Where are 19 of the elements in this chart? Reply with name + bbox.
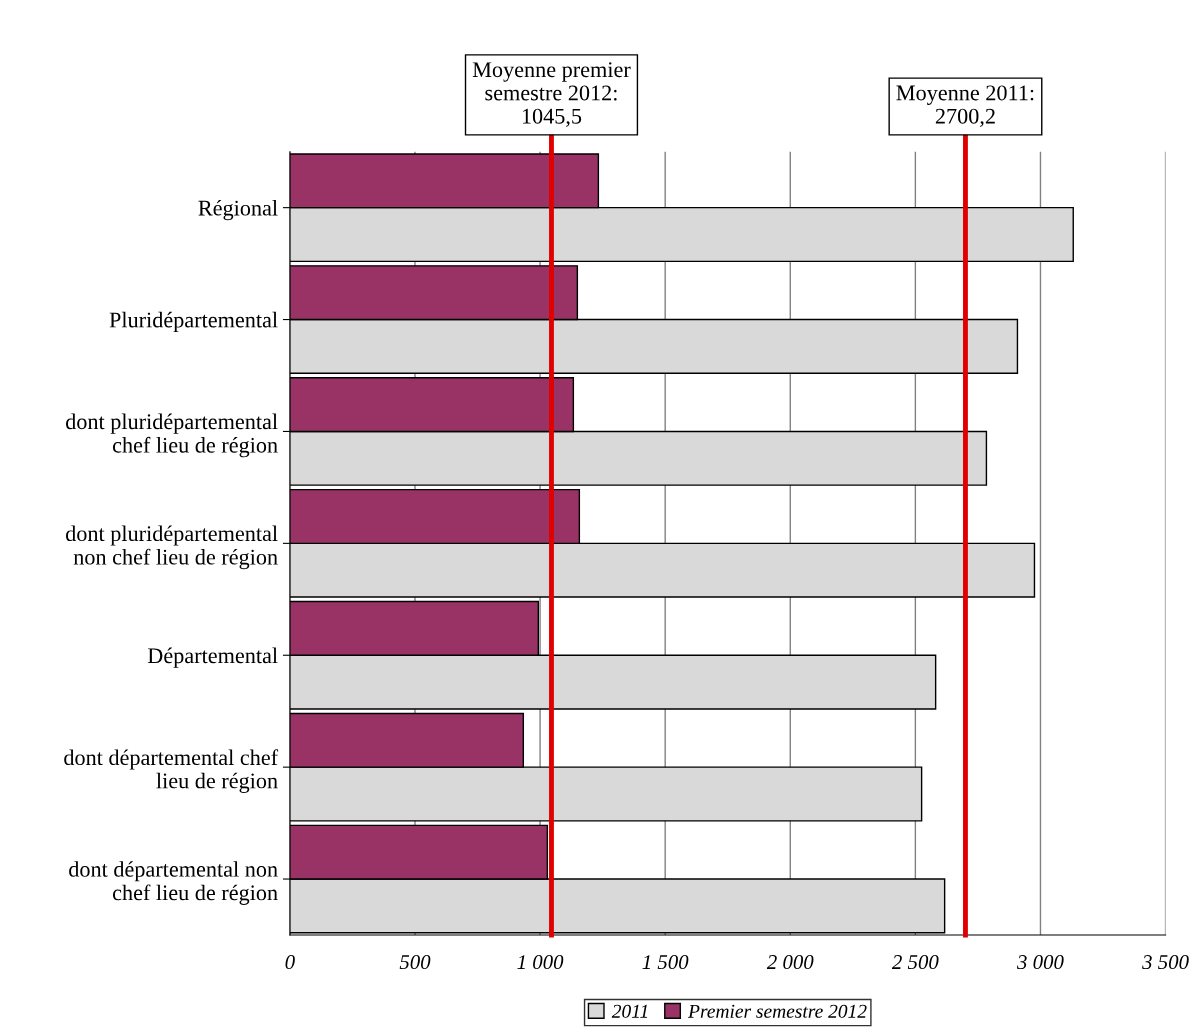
x-tick-label: 2 500 <box>891 955 939 970</box>
x-tick-label: 500 <box>399 955 431 970</box>
legend-label: Premier semestre 2012 <box>688 1004 867 1018</box>
x-tick-label: 3 500 <box>1142 955 1189 970</box>
ref-line-label: Moyenne premier semestre 2012: 1045,5 <box>472 62 631 127</box>
x-tick-label: 0 <box>285 955 295 970</box>
y-tick-label: dont pluridépartemental chef lieu de région <box>66 413 278 458</box>
ref-line-label: Moyenne 2011: 2700,2 <box>896 85 1034 127</box>
x-tick-label: 1 500 <box>642 955 689 970</box>
x-tick-label: 3 000 <box>1017 955 1064 970</box>
y-tick-label: Départemental <box>147 647 278 668</box>
y-tick-label: Régional <box>198 199 278 221</box>
y-tick-label: Pluridépartemental <box>109 311 278 333</box>
y-tick-label: dont départemental non chef lieu de région <box>69 861 278 905</box>
legend-label: 2011 <box>611 1004 648 1018</box>
x-tick-label: 2 000 <box>766 955 814 970</box>
x-tick-label: 1 000 <box>517 955 564 970</box>
y-tick-label: dont départemental chef lieu de région <box>64 749 279 793</box>
y-tick-label: dont pluridépartemental non chef lieu de région <box>66 525 278 570</box>
